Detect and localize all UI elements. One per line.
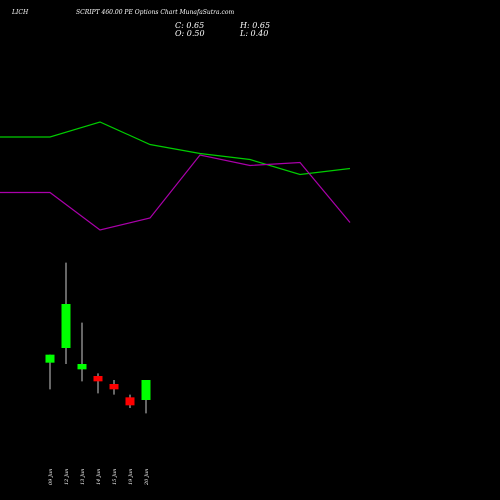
x-tick-label: 19 Jun [128,469,134,485]
x-axis-ticks: 09 Jun 12 Jun 13 Jun 14 Jun 15 Jun 19 Jun 20 J… [48,469,150,486]
open-value: O: 0.50 [175,29,205,38]
symbol-label: LICH [11,9,29,16]
x-tick-label: 09 Jun [48,469,54,485]
x-tick-label: 13 Jun [80,469,86,485]
x-tick-label: 15 Jun [112,469,118,485]
candle-body [125,397,135,406]
candle-body [77,364,87,370]
magenta-indicator-line [0,154,351,231]
candle-body [141,380,151,400]
candle-body [61,304,71,348]
high-value: H: 0.65 [239,21,270,30]
candles [45,262,151,414]
indicator-lines [0,121,351,231]
close-value: C: 0.65 [175,21,204,30]
chart-description: SCRIPT 460.00 PE Options Chart MunafaSut… [76,9,234,16]
x-tick-label: 12 Jun [64,469,70,485]
low-value: L: 0.40 [239,29,268,38]
candle-body [93,376,103,382]
x-tick-label: 20 Jun [144,469,150,486]
candle-body [109,384,119,390]
green-indicator-line [0,121,351,176]
candle-body [45,354,55,363]
x-tick-label: 14 Jun [96,469,102,485]
